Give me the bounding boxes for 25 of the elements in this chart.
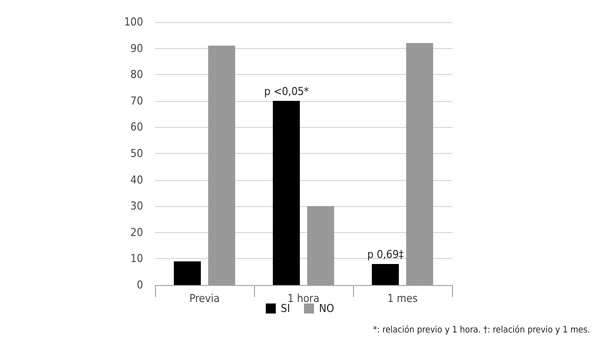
bar — [372, 264, 399, 285]
bar — [406, 43, 434, 285]
legend-label: NO — [319, 302, 334, 315]
bar — [208, 46, 236, 285]
y-tick-label: 20 — [130, 226, 143, 239]
x-tick-label: 1 mes — [387, 292, 418, 305]
y-tick-label: 100 — [124, 16, 143, 28]
y-tick-label: 60 — [130, 120, 143, 134]
annotation: p 0,69‡ — [367, 248, 404, 261]
y-tick-label: 40 — [130, 173, 143, 186]
bar — [174, 261, 201, 285]
y-tick-label: 10 — [130, 252, 143, 266]
y-tick-label: 50 — [130, 147, 143, 160]
annotation: p <0,05* — [264, 84, 309, 98]
text: *: relación previo y 1 hora. †: relación previo y 1 mes. — [372, 324, 590, 336]
x-tick-label: Previa — [189, 292, 220, 305]
bar — [307, 206, 334, 285]
legend-label: SI — [280, 302, 290, 315]
y-tick-label: 0 — [136, 278, 143, 292]
y-tick-label: 80 — [130, 68, 143, 82]
x-tick-label: 1 hora — [288, 292, 320, 305]
bar — [272, 100, 300, 285]
y-tick-label: 70 — [130, 94, 143, 108]
y-tick-label: 90 — [130, 42, 143, 55]
y-tick-label: 30 — [130, 200, 143, 213]
